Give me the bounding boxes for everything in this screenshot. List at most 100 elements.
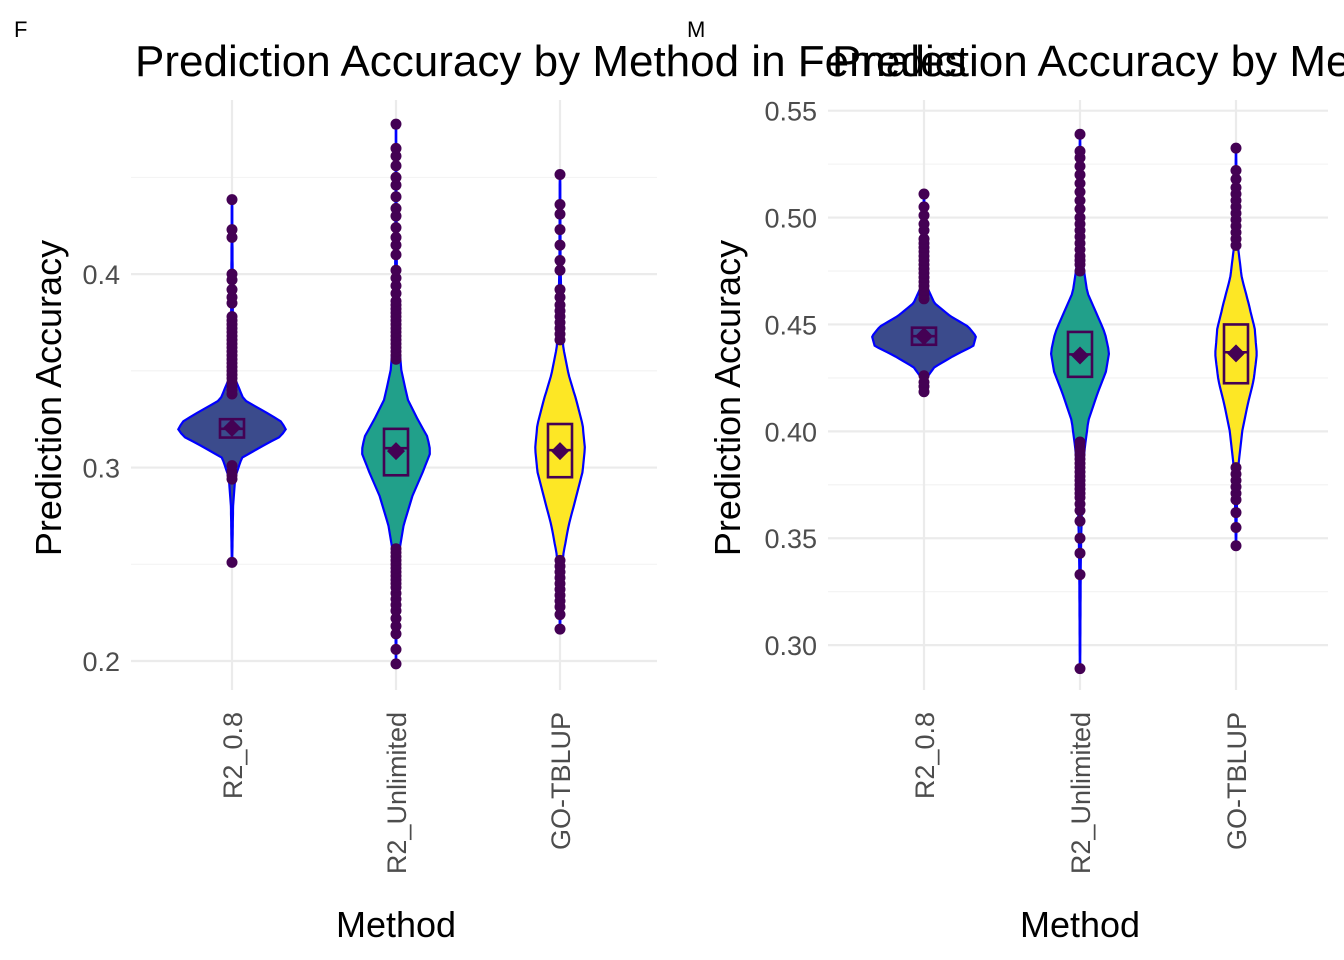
outlier-point: [1074, 186, 1086, 198]
outlier-point: [1230, 165, 1242, 177]
outlier-point: [554, 168, 566, 180]
x-tick-label-go-tblup: GO-TBLUP: [1222, 712, 1252, 850]
outlier-point: [390, 249, 402, 261]
y-tick-label: 0.2: [82, 647, 120, 677]
outlier-point: [1230, 182, 1242, 194]
outlier-point: [554, 255, 566, 267]
violin-group-r2-0-8: [871, 188, 977, 398]
outlier-point: [554, 198, 566, 210]
outlier-point: [918, 233, 930, 245]
outlier-point: [1074, 547, 1086, 559]
x-tick-label-r2-0-8: R2_0.8: [218, 712, 248, 799]
outlier-point: [1074, 128, 1086, 140]
mean-marker: [551, 442, 569, 461]
y-tick-label: 0.30: [764, 631, 817, 661]
x-axis-label-females: Method: [336, 904, 456, 945]
outlier-point: [226, 284, 238, 296]
outlier-point: [554, 239, 566, 251]
mean-marker: [223, 418, 241, 437]
outlier-point: [1230, 173, 1242, 185]
y-axis-label-males: Prediction Accuracy: [707, 240, 748, 556]
outlier-point: [390, 142, 402, 154]
outlier-point: [390, 191, 402, 203]
y-tick-label: 0.50: [764, 204, 817, 234]
outlier-point: [390, 658, 402, 670]
x-tick-label-go-tblup: GO-TBLUP: [546, 712, 576, 850]
outlier-point: [390, 222, 402, 234]
outlier-point: [1074, 169, 1086, 181]
mean-marker: [915, 327, 933, 346]
y-tick-label: 0.4: [82, 260, 120, 290]
outlier-point: [390, 620, 402, 632]
outlier-point: [918, 188, 930, 200]
outlier-point: [554, 284, 566, 296]
outlier-point: [390, 118, 402, 130]
x-tick-label-r2-0-8: R2_0.8: [910, 712, 940, 799]
outlier-point: [554, 623, 566, 635]
outlier-point: [390, 160, 402, 172]
mean-marker: [1227, 344, 1245, 363]
outlier-point: [1074, 436, 1086, 448]
outlier-point: [226, 268, 238, 280]
outlier-point: [1074, 160, 1086, 172]
outlier-point: [1230, 522, 1242, 534]
outlier-point: [390, 295, 402, 307]
y-tick-labels-males: 0.30 0.35 0.40 0.45 0.50 0.55: [764, 97, 817, 661]
y-tick-label: 0.45: [764, 310, 817, 340]
outlier-point: [390, 264, 402, 276]
outlier-point: [226, 231, 238, 243]
mean-marker: [387, 442, 405, 461]
outlier-point: [390, 171, 402, 183]
outlier-point: [918, 370, 930, 382]
outlier-point: [1230, 507, 1242, 519]
chart-title-males: Prediction Accuracy by Method in Males: [832, 37, 1344, 86]
outlier-point: [1074, 194, 1086, 206]
x-tick-label-r2-unlimited: R2_Unlimited: [1066, 712, 1096, 874]
box-r2-unlimited: [382, 427, 410, 477]
outlier-point: [918, 209, 930, 221]
outlier-point: [390, 202, 402, 214]
outlier-point: [390, 643, 402, 655]
outlier-point: [1074, 515, 1086, 527]
outlier-point: [226, 291, 238, 303]
outlier-point: [390, 612, 402, 624]
violins-males: [871, 128, 1258, 675]
x-axis-label-males: Method: [1020, 904, 1140, 945]
outlier-point: [1074, 145, 1086, 157]
outlier-point: [554, 264, 566, 276]
outlier-point: [1230, 462, 1242, 474]
violins-females: [177, 118, 586, 670]
outlier-point: [918, 201, 930, 213]
outlier-point: [1074, 569, 1086, 581]
outlier-point: [226, 556, 238, 568]
outlier-point: [390, 179, 402, 191]
outlier-point: [226, 194, 238, 206]
box-go-tblup: [1222, 323, 1250, 385]
y-tick-labels-females: 0.2 0.3 0.4: [82, 260, 120, 677]
outlier-point: [554, 299, 566, 311]
outlier-point: [1074, 663, 1086, 675]
y-tick-label: 0.3: [82, 454, 120, 484]
outlier-point: [554, 609, 566, 621]
panel-tag-females: F: [14, 17, 27, 42]
outlier-point: [390, 231, 402, 243]
panel-females: F 0.2 0.3 0.4 R2_0.8 R2_Unlimited GO-TBLUP M…: [14, 17, 657, 945]
outlier-point: [390, 543, 402, 555]
x-tick-labels-females: R2_0.8 R2_Unlimited GO-TBLUP: [218, 712, 576, 874]
panel-males: M 0.30 0.35 0.40 0.45 0.50 0.55 R2_0.8 R2_Unli…: [687, 17, 1328, 945]
x-tick-labels-males: R2_0.8 R2_Unlimited GO-TBLUP: [910, 712, 1252, 874]
outlier-point: [1074, 212, 1086, 224]
violin-group-r2-unlimited: [1049, 128, 1111, 675]
outlier-point: [226, 224, 238, 236]
panel-tag-males: M: [687, 17, 705, 42]
outlier-point: [1230, 540, 1242, 552]
outlier-point: [554, 554, 566, 566]
outlier-point: [390, 150, 402, 162]
outlier-point: [554, 208, 566, 220]
outlier-point: [554, 224, 566, 236]
outlier-point: [390, 287, 402, 299]
outlier-point: [1074, 203, 1086, 215]
violin-group-go-tblup: [1214, 142, 1258, 552]
x-tick-label-r2-unlimited: R2_Unlimited: [382, 712, 412, 874]
